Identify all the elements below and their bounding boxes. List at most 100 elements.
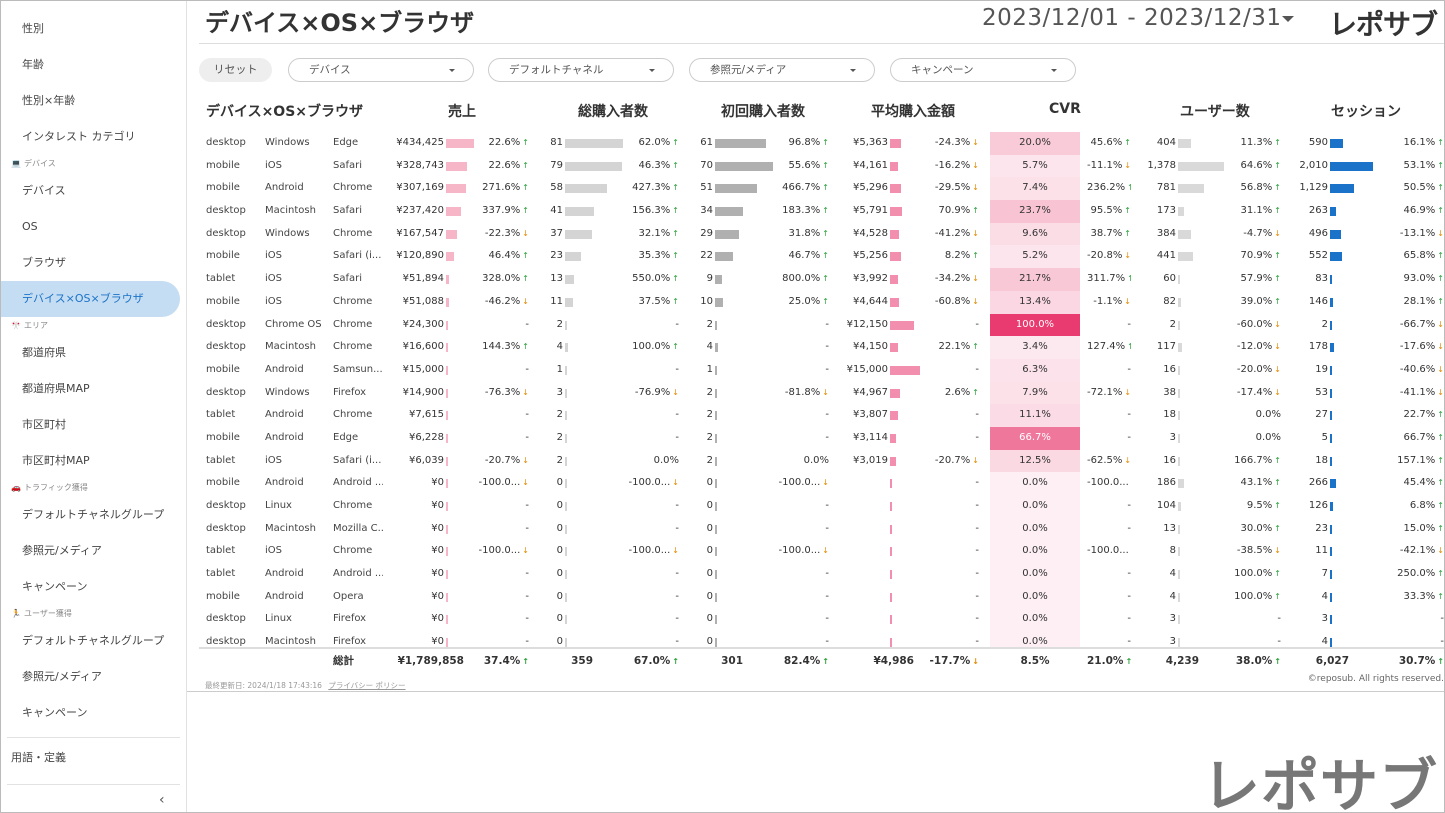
column-header-dimension[interactable]: デバイス×OS×ブラウザ — [206, 104, 364, 120]
avg-purchase-bar — [890, 297, 900, 307]
table-row[interactable]: tablet iOS Safari ¥51,894 328.0% ↑ 13 550.0% ↑ 9 8… — [199, 268, 1444, 291]
sidebar-item-prefecture[interactable]: 都道府県 — [22, 346, 66, 359]
table-row[interactable]: desktop Macintosh Safari ¥237,420 337.9% ↑ 41 1… — [199, 200, 1444, 223]
percent-value: -20.7% — [484, 454, 521, 466]
percent-value: 250.0% — [1397, 568, 1436, 580]
table-row[interactable]: mobile iOS Chrome ¥51,088 -46.2% ↓ 11 37.5% ↑ 10 2… — [199, 290, 1444, 314]
column-header-buyers[interactable]: 総購入者数 — [578, 104, 648, 120]
table-row[interactable]: mobile Android Samsun... ¥15,000 - 1 - 1 - ¥15,00… — [199, 358, 1444, 382]
sidebar-item-gender[interactable]: 性別 — [22, 22, 44, 35]
sidebar-item-os[interactable]: OS — [22, 220, 38, 233]
table-row[interactable]: mobile Android Edge ¥6,228-2-2- ¥3,114-66.7%… — [199, 426, 1444, 450]
table-row[interactable]: desktop Windows Edge ¥434,425 22.6% ↑ 81 62.0% ↑… — [199, 132, 1444, 155]
column-header-users[interactable]: ユーザー数 — [1180, 104, 1250, 120]
buyers-change: - — [605, 404, 679, 427]
device-filter-select[interactable]: デバイス — [288, 58, 474, 82]
sidebar-item-device-os-browser[interactable]: デバイス×OS×ブラウザ — [1, 281, 180, 317]
column-header-cvr[interactable]: CVR — [1049, 101, 1081, 117]
percent-value: 57.9% — [1240, 273, 1273, 285]
sessions-change: 157.1% ↑ — [1374, 450, 1444, 473]
buyers-change: - — [605, 586, 679, 609]
avg-purchase-change: - — [913, 314, 979, 337]
sidebar-item-device[interactable]: デバイス — [22, 184, 66, 197]
table-row[interactable]: desktop Chrome OS Chrome ¥24,300 - 2 - 2 - ¥12,15… — [199, 313, 1444, 337]
reset-button[interactable]: リセット — [199, 58, 272, 82]
table-row[interactable]: mobile Android Opera ¥0-0-0- -0.0% -4 100.0% ↑ 4… — [199, 585, 1444, 609]
first-buyers-value: 2 — [706, 409, 713, 421]
table-row[interactable]: mobile iOS Safari ¥328,743 22.6% ↑ 79 46.3% ↑ 70 5… — [199, 154, 1444, 178]
avg-purchase-change: - — [913, 608, 979, 631]
percent-value: - — [1127, 522, 1131, 534]
source-filter-select[interactable]: 参照元/メディア — [689, 58, 875, 82]
browser-cell: Chrome — [333, 295, 373, 307]
table-row[interactable]: desktop Linux Firefox ¥0-0-0- -0.0% -3-3- — [199, 608, 1444, 632]
sessions-change: 16.1% ↑ — [1374, 132, 1444, 155]
sidebar-item-user-channel[interactable]: デフォルトチャネルグループ — [22, 634, 165, 647]
sidebar-item-prefecture-map[interactable]: 都道府県MAP — [22, 382, 90, 395]
users-value: 8 — [1169, 545, 1176, 557]
chevron-left-icon[interactable]: ‹ — [159, 792, 165, 808]
channel-filter-select[interactable]: デフォルトチャネル — [488, 58, 674, 82]
table-row[interactable]: tablet iOS Safari (i... ¥6,039 -20.7% ↓ 2 0.0% 2… — [199, 449, 1444, 473]
first-buyers-value: 1 — [706, 363, 713, 375]
cvr-change: -100.0...↓ — [1087, 472, 1131, 495]
cvr-change: 95.5% ↑ — [1087, 200, 1131, 223]
cvr-cell: 0.0% — [990, 631, 1080, 647]
table-row[interactable]: mobile Android Android ... ¥0 -100.0... ↓ 0 -10… — [199, 472, 1444, 495]
table-total-row: 総計 ¥1,789,858 37.4% ↑ 359 67.0% ↑ 301 82.4% ↑ ¥4,9… — [199, 651, 1444, 671]
sidebar-item-age[interactable]: 年齢 — [22, 58, 44, 71]
table-row[interactable]: desktop Macintosh Mozilla C... ¥0-0-0- -0.0%… — [199, 517, 1444, 541]
sales-bar — [446, 433, 448, 443]
percent-value: -20.7% — [934, 454, 971, 466]
percent-value: -1.1% — [1093, 295, 1123, 307]
percent-value: 39.0% — [1240, 295, 1273, 307]
sidebar-item-city-map[interactable]: 市区町村MAP — [22, 454, 90, 467]
sidebar-item-browser[interactable]: ブラウザ — [22, 256, 66, 269]
column-header-first-buyers[interactable]: 初回購入者数 — [721, 104, 805, 120]
sidebar-item-gender-age[interactable]: 性別×年齢 — [22, 94, 76, 107]
privacy-link[interactable]: プライバシー ポリシー — [328, 681, 406, 690]
os-cell: iOS — [265, 454, 282, 466]
sidebar-item-interest[interactable]: インタレスト カテゴリ — [22, 130, 136, 143]
sidebar-item-city[interactable]: 市区町村 — [22, 418, 66, 431]
sales-change: -100.0... ↓ — [461, 472, 529, 495]
table-row[interactable]: tablet iOS Chrome ¥0 -100.0... ↓ 0 -100.0... ↓ 0-… — [199, 540, 1444, 564]
percent-value: 550.0% — [632, 273, 671, 285]
table-row[interactable]: tablet Android Chrome ¥7,615-2-2- ¥3,807-11.… — [199, 404, 1444, 427]
percent-value: - — [675, 522, 679, 534]
campaign-filter-select[interactable]: キャンペーン — [890, 58, 1076, 82]
table-row[interactable]: desktop Macintosh Firefox ¥0-0-0- -0.0% -3-4- — [199, 631, 1444, 647]
sidebar-item-traffic-source[interactable]: 参照元/メディア — [22, 544, 102, 557]
column-header-sales[interactable]: 売上 — [448, 104, 476, 120]
sidebar-item-traffic-channel[interactable]: デフォルトチャネルグループ — [22, 508, 165, 521]
percent-value: - — [675, 409, 679, 421]
users-change: -38.5% ↓ — [1224, 540, 1281, 563]
table-row[interactable]: desktop Windows Chrome ¥167,547 -22.3% ↓ 37 32.… — [199, 222, 1444, 246]
chevron-down-icon[interactable] — [1282, 16, 1294, 22]
cvr-change: - — [1087, 427, 1131, 450]
avg-purchase-bar — [890, 479, 892, 489]
sidebar-item-terms[interactable]: 用語・定義 — [11, 751, 66, 764]
percent-value: - — [975, 522, 979, 534]
column-header-sessions[interactable]: セッション — [1331, 104, 1401, 120]
users-change: 0.0% — [1224, 427, 1281, 450]
sessions-value: 27 — [1315, 409, 1328, 421]
table-row[interactable]: desktop Macintosh Chrome ¥16,600 144.3% ↑ 4 100… — [199, 336, 1444, 359]
sidebar-item-user-source[interactable]: 参照元/メディア — [22, 670, 102, 683]
sales-value: ¥6,228 — [409, 431, 444, 443]
percent-value: - — [525, 590, 529, 602]
table-row[interactable]: desktop Windows Firefox ¥14,900 -76.3% ↓ 3 -76.… — [199, 381, 1444, 405]
table-row[interactable]: tablet Android Android ... ¥0-0-0- -0.0% -4 10… — [199, 563, 1444, 586]
table-row[interactable]: mobile iOS Safari (i... ¥120,890 46.4% ↑ 23 35.… — [199, 245, 1444, 269]
sidebar-item-user-campaign[interactable]: キャンペーン — [22, 706, 88, 719]
percent-value: - — [975, 636, 979, 647]
percent-value: -20.8% — [1087, 250, 1123, 262]
table-row[interactable]: mobile Android Chrome ¥307,169 271.6% ↑ 58 427.… — [199, 177, 1444, 201]
sidebar-item-traffic-campaign[interactable]: キャンペーン — [22, 580, 88, 593]
date-range-picker[interactable]: 2023/12/01 - 2023/12/31 — [982, 5, 1282, 31]
header-divider — [199, 43, 1444, 44]
avg-purchase-bar — [890, 343, 899, 353]
table-row[interactable]: desktop Linux Chrome ¥0-0-0- -0.0% -104 9.5% ↑ 1… — [199, 495, 1444, 518]
device-cell: desktop — [206, 522, 246, 534]
column-header-avg-purchase[interactable]: 平均購入金額 — [871, 104, 955, 120]
